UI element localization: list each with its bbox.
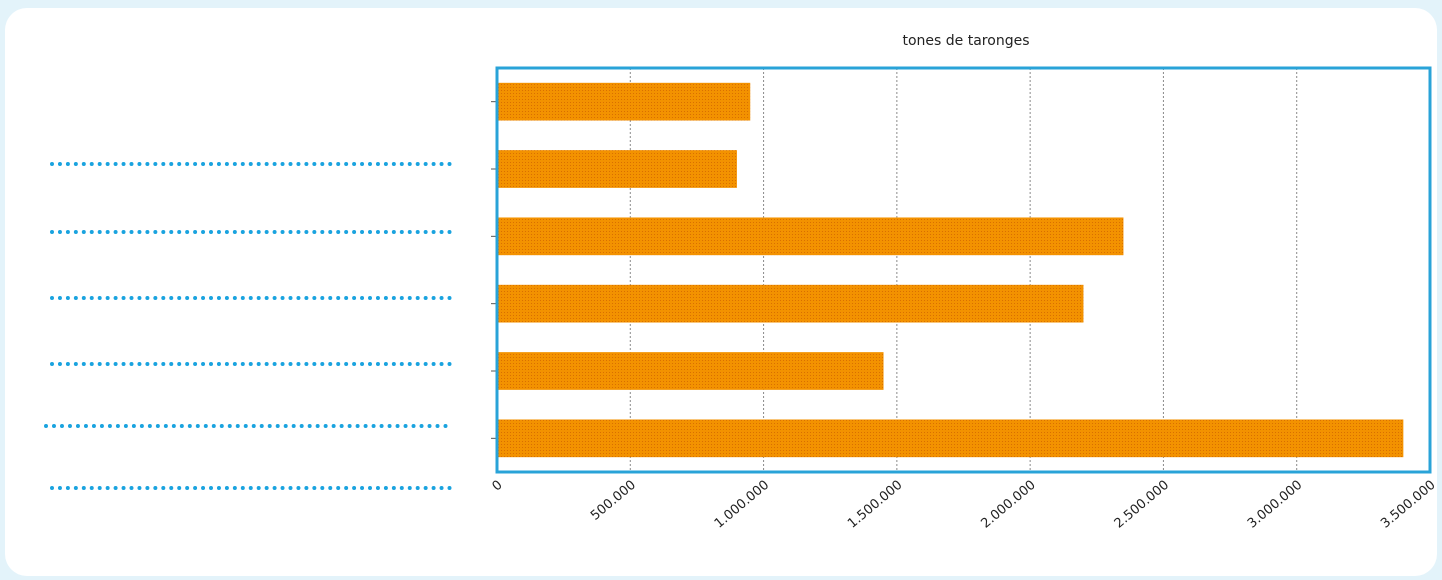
x-tick-label: 0 (490, 478, 506, 495)
answer-line-5[interactable] (44, 424, 448, 428)
answer-line-3[interactable] (50, 296, 452, 300)
x-tick-label: 1.500.000 (845, 478, 905, 532)
x-tick-label: 1.000.000 (712, 478, 772, 532)
bar-5 (498, 352, 884, 390)
bar-2 (498, 150, 737, 188)
x-axis-tick-labels: 0 500.000 1.000.000 1.500.000 2.000.000 2.500… (490, 478, 1439, 532)
bar-4 (498, 284, 1084, 323)
x-tick-label: 2.500.000 (1112, 478, 1172, 532)
x-tick-label: 500.000 (588, 478, 639, 524)
bar-6 (498, 419, 1404, 458)
answer-line-1[interactable] (50, 162, 452, 166)
plot-frame (495, 66, 1432, 474)
answer-line-2[interactable] (50, 230, 452, 234)
x-tick-label: 2.000.000 (978, 478, 1038, 532)
x-tick-label: 3.000.000 (1245, 478, 1305, 532)
chart-title: tones de taronges (903, 33, 1030, 49)
grid-lines (629, 68, 1298, 472)
bar-3 (498, 217, 1124, 256)
bar-1 (498, 82, 751, 121)
answer-lines (0, 0, 470, 580)
bars-group (498, 82, 1404, 458)
answer-line-6[interactable] (50, 486, 452, 490)
x-tick-label: 3.500.000 (1378, 478, 1438, 532)
answer-line-4[interactable] (50, 362, 452, 366)
